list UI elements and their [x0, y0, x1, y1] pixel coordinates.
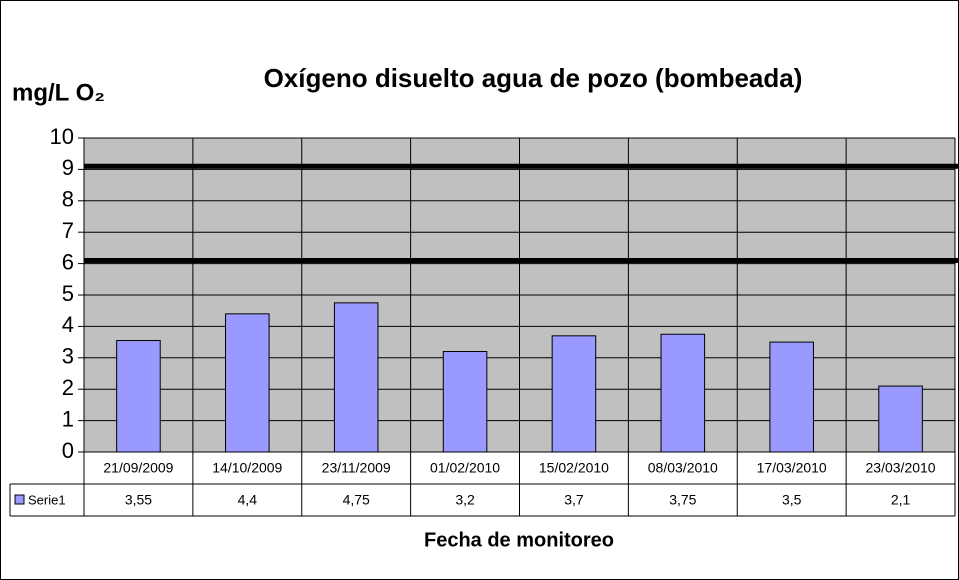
y-tick-label: 0 [62, 438, 74, 463]
legend-label: Serie1 [28, 492, 66, 507]
bar [660, 333, 706, 453]
y-tick-label: 5 [62, 281, 74, 306]
x-tick-label: 01/02/2010 [430, 460, 500, 476]
table-value: 2,1 [891, 492, 911, 508]
table-value: 4,75 [343, 492, 370, 508]
table-value: 4,4 [238, 492, 258, 508]
table-value: 3,75 [669, 492, 696, 508]
x-tick-label: 23/11/2009 [322, 460, 391, 476]
table-value: 3,2 [455, 492, 475, 508]
legend-key [14, 494, 25, 505]
bar [551, 335, 597, 453]
bar [769, 341, 814, 453]
y-tick-label: 3 [62, 344, 74, 369]
x-axis-label: Fecha de monitoreo [424, 529, 614, 551]
bar [442, 351, 488, 453]
y-tick-label: 1 [62, 406, 74, 431]
bar [333, 302, 379, 453]
x-tick-label: 15/02/2010 [539, 460, 609, 476]
y-tick-label: 10 [50, 124, 74, 149]
y-tick-label: 6 [62, 249, 74, 274]
y-axis-label: mg/L O₂ [12, 79, 105, 106]
bar [225, 313, 270, 453]
bar [878, 385, 923, 453]
y-tick-label: 4 [62, 312, 74, 337]
y-tick-label: 9 [62, 155, 74, 180]
y-tick-label: 2 [62, 375, 74, 400]
y-tick-label: 8 [62, 187, 74, 212]
x-tick-label: 17/03/2010 [757, 460, 827, 476]
x-tick-label: 08/03/2010 [648, 460, 718, 476]
table-value: 3,7 [564, 492, 584, 508]
x-tick-label: 23/03/2010 [866, 460, 936, 476]
chart-title: Oxígeno disuelto agua de pozo (bombeada) [264, 63, 803, 93]
table-value: 3,55 [125, 492, 152, 508]
y-tick-label: 7 [62, 218, 74, 243]
table-value: 3,5 [782, 492, 802, 508]
bar [116, 340, 161, 453]
x-tick-label: 21/09/2009 [103, 460, 173, 476]
x-tick-label: 14/10/2009 [212, 460, 282, 476]
